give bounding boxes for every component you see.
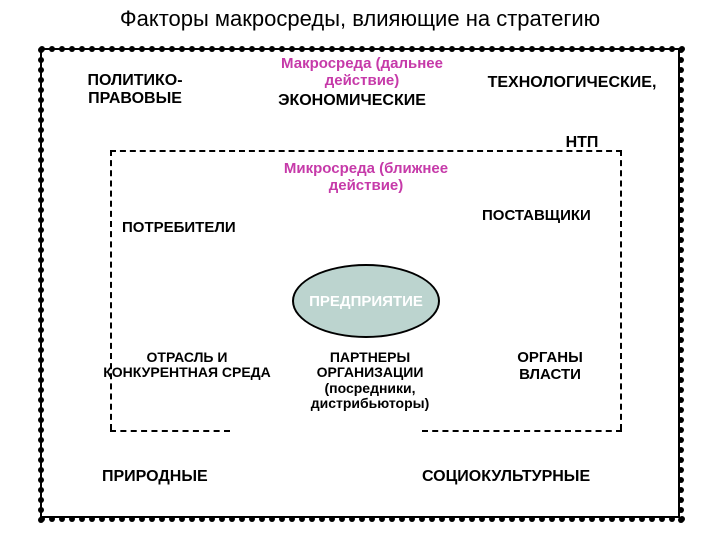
enterprise-label: ПРЕДПРИЯТИЕ — [309, 293, 423, 310]
inner-box-bottom-left — [110, 430, 230, 432]
factor-sociocultural: СОЦИОКУЛЬТУРНЫЕ — [422, 468, 662, 486]
micro-environment-label: Микросреда (ближнее действие) — [252, 160, 480, 195]
factor-partners: ПАРТНЕРЫ ОРГАНИЗАЦИИ (посредники, дистри… — [280, 350, 460, 412]
factor-industry-competition: ОТРАСЛЬ И КОНКУРЕНТНАЯ СРЕДА — [102, 350, 272, 381]
factor-consumers: ПОТРЕБИТЕЛИ — [122, 220, 282, 237]
diagram-title: Факторы макросреды, влияющие на стратеги… — [0, 6, 720, 32]
factor-natural: ПРИРОДНЫЕ — [102, 468, 282, 486]
inner-box-bottom-right — [422, 430, 622, 432]
enterprise-ellipse: ПРЕДПРИЯТИЕ — [292, 264, 440, 338]
macro-environment-label: Макросреда (дальнее действие) — [252, 56, 472, 89]
factor-technological: ТЕХНОЛОГИЧЕСКИЕ, — [472, 74, 672, 92]
factor-political-legal: ПОЛИТИКО-ПРАВОВЫЕ — [60, 72, 210, 107]
macro-environment-box: Макросреда (дальнее действие) ПОЛИТИКО-П… — [40, 48, 680, 518]
factor-authorities: ОРГАНЫ ВЛАСТИ — [490, 350, 610, 383]
factor-suppliers: ПОСТАВЩИКИ — [482, 208, 642, 225]
factor-ntp: НТП — [542, 134, 622, 152]
factor-economic: ЭКОНОМИЧЕСКИЕ — [232, 92, 472, 110]
